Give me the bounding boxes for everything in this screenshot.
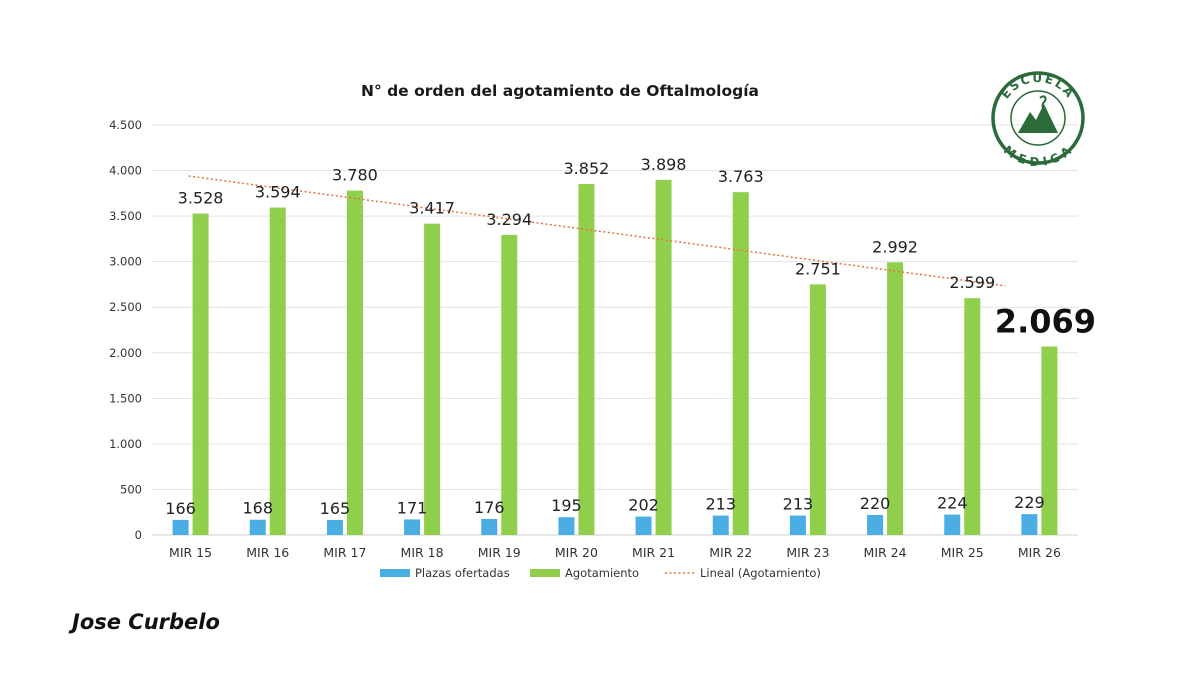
data-label-agotamiento: 2.599: [949, 273, 995, 292]
y-tick-label: 4.000: [109, 164, 142, 178]
bar-agotamiento: [501, 234, 518, 535]
legend-plazas-ofertadas-swatch: [380, 569, 410, 577]
y-tick-label: 2.000: [109, 346, 142, 360]
x-tick-label: MIR 22: [709, 545, 752, 560]
x-tick-label: MIR 23: [786, 545, 829, 560]
bar-agotamiento: [964, 298, 981, 535]
data-label-agotamiento: 3.852: [564, 159, 610, 178]
bar-plazas-ofertadas: [944, 514, 961, 535]
x-tick-label: MIR 19: [478, 545, 521, 560]
y-tick-label: 2.500: [109, 300, 142, 314]
bar-agotamiento: [887, 262, 904, 535]
data-label-plazas: 171: [397, 498, 428, 517]
data-label-agotamiento: 2.751: [795, 259, 841, 278]
bar-agotamiento: [578, 184, 595, 536]
x-tick-label: MIR 21: [632, 545, 675, 560]
data-label-plazas: 166: [165, 499, 196, 518]
bar-agotamiento: [192, 213, 209, 535]
x-tick-label: MIR 18: [401, 545, 444, 560]
bar-plazas-ofertadas: [789, 515, 806, 535]
x-tick-label: MIR 25: [941, 545, 984, 560]
x-tick-label: MIR 16: [246, 545, 289, 560]
data-label-plazas: 229: [1014, 493, 1045, 512]
bar-agotamiento: [424, 223, 441, 535]
y-tick-label: 1.500: [109, 391, 142, 405]
data-label-plazas: 224: [937, 494, 968, 513]
bar-plazas-ofertadas: [249, 519, 266, 535]
data-label-plazas: 220: [860, 494, 891, 513]
bar-plazas-ofertadas: [558, 517, 575, 535]
data-label-plazas: 202: [628, 496, 659, 515]
x-tick-label: MIR 26: [1018, 545, 1061, 560]
bar-agotamiento: [346, 190, 363, 535]
bar-agotamiento: [269, 207, 286, 535]
bar-plazas-ofertadas: [635, 516, 652, 535]
bar-agotamiento: [809, 284, 826, 535]
trendline: [188, 175, 1006, 287]
bar-plazas-ofertadas: [481, 518, 498, 535]
data-label-agotamiento: 3.294: [486, 210, 532, 229]
data-labels: 166 3.528 168 3.594 165 3.780 171 3.417 176 3.294…: [165, 155, 1096, 518]
bars: [172, 179, 1058, 536]
x-tick-label: MIR 15: [169, 545, 212, 560]
data-label-agotamiento: 3.528: [178, 189, 224, 208]
logo-bottom-text: MEDICA: [1001, 143, 1075, 170]
gridlines: [152, 124, 1078, 536]
y-axis-ticks: 0 500 1.000 1.500 2.000 2.500 3.000 3.500 4.000 4…: [109, 118, 142, 542]
legend: Plazas ofertadas Agotamiento Lineal (Agota…: [380, 566, 821, 580]
data-label-plazas: 213: [783, 495, 814, 514]
x-axis-ticks: MIR 15 MIR 16 MIR 17 MIR 18 MIR 19 MIR 20 MIR …: [169, 545, 1061, 560]
data-label-plazas: 176: [474, 498, 505, 517]
escuela-medica-logo: ESCUELA MEDICA: [991, 71, 1085, 170]
legend-agotamiento-label: Agotamiento: [565, 566, 639, 580]
legend-plazas-ofertadas-label: Plazas ofertadas: [415, 566, 510, 580]
y-tick-label: 1.000: [109, 437, 142, 451]
legend-agotamiento-swatch: [530, 569, 560, 577]
data-label-agotamiento: 3.763: [718, 167, 764, 186]
bar-agotamiento: [655, 179, 672, 536]
data-label-agotamiento: 3.780: [332, 166, 378, 185]
bar-plazas-ofertadas: [404, 519, 421, 535]
legend-plazas-ofertadas: Plazas ofertadas: [380, 566, 510, 580]
x-tick-label: MIR 20: [555, 545, 598, 560]
bar-plazas-ofertadas: [326, 519, 343, 535]
author-name: Jose Curbelo: [72, 610, 220, 634]
logo-top-text: ESCUELA: [998, 71, 1078, 101]
data-label-plazas: 195: [551, 496, 582, 515]
trendline-agotamiento: [188, 175, 1006, 287]
data-label-plazas: 213: [705, 495, 736, 514]
chart-title: N° de orden del agotamiento de Oftalmolo…: [361, 82, 759, 100]
data-label-agotamiento: 3.594: [255, 183, 301, 202]
data-label-plazas: 165: [320, 499, 351, 518]
x-tick-label: MIR 24: [864, 545, 907, 560]
bar-plazas-ofertadas: [712, 515, 729, 535]
y-tick-label: 0: [135, 528, 142, 542]
data-label-agotamiento: 3.898: [641, 155, 687, 174]
y-tick-label: 3.000: [109, 255, 142, 269]
data-label-agotamiento: 2.992: [872, 237, 918, 256]
legend-lineal: Lineal (Agotamiento): [665, 566, 821, 580]
y-tick-label: 500: [120, 482, 142, 496]
bar-plazas-ofertadas: [1021, 514, 1038, 535]
data-label-plazas: 168: [242, 499, 273, 518]
data-label-agotamiento: 3.417: [409, 199, 455, 218]
y-tick-label: 4.500: [109, 118, 142, 132]
legend-lineal-label: Lineal (Agotamiento): [700, 566, 821, 580]
y-tick-label: 3.500: [109, 209, 142, 223]
bar-plazas-ofertadas: [867, 514, 884, 535]
data-label-agotamiento: 2.069: [995, 302, 1096, 340]
bar-agotamiento: [732, 192, 749, 535]
legend-agotamiento: Agotamiento: [530, 566, 639, 580]
bar-plazas-ofertadas: [172, 519, 189, 535]
x-tick-label: MIR 17: [323, 545, 366, 560]
bar-agotamiento: [1041, 346, 1058, 535]
